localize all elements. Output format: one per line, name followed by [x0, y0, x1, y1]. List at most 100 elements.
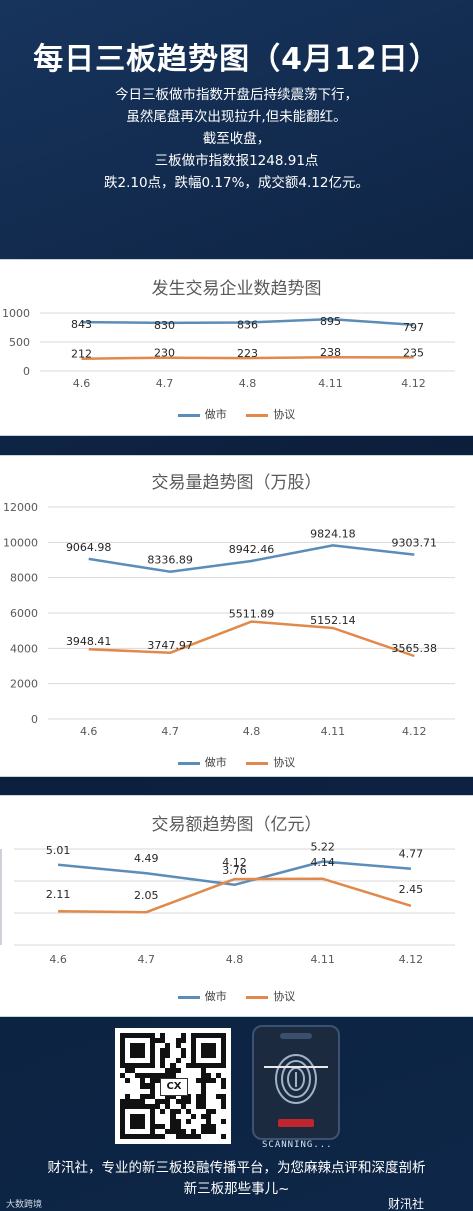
x-tick-label: 4.6 [49, 953, 67, 966]
qr-module [185, 1063, 191, 1069]
qr-module [140, 1123, 146, 1129]
qr-module [120, 1113, 126, 1119]
qr-module [200, 1073, 206, 1079]
qr-module [125, 1108, 131, 1114]
qr-module [155, 1093, 161, 1099]
qr-module [190, 1078, 196, 1084]
qr-module [160, 1118, 166, 1124]
qr-module [150, 1063, 156, 1069]
legend-item: 做市 [177, 988, 227, 1004]
qr-module [180, 1048, 186, 1054]
qr-module [190, 1073, 196, 1079]
qr-module [170, 1053, 176, 1059]
qr-module [155, 1068, 161, 1074]
qr-module [145, 1133, 151, 1139]
qr-code[interactable]: CX [115, 1028, 231, 1144]
qr-module [125, 1083, 131, 1089]
qr-module [145, 1068, 151, 1074]
qr-module [175, 1093, 181, 1099]
summary-line: 截至收盘， [202, 131, 271, 147]
qr-module [165, 1068, 171, 1074]
qr-module [200, 1048, 206, 1054]
qr-module [205, 1053, 211, 1059]
qr-module [150, 1038, 156, 1044]
qr-module [205, 1033, 211, 1039]
qr-module [135, 1103, 141, 1109]
y-tick-label: 0 [31, 713, 38, 726]
qr-module [130, 1118, 136, 1124]
qr-module [165, 1113, 171, 1119]
qr-module [210, 1118, 216, 1124]
qr-module [205, 1043, 211, 1049]
qr-module [215, 1088, 221, 1094]
qr-module [120, 1123, 126, 1129]
qr-module [215, 1118, 221, 1124]
y-tick-label: 1000 [2, 307, 30, 320]
qr-module [120, 1048, 126, 1054]
qr-module [170, 1048, 176, 1054]
data-label: 5152.14 [310, 614, 356, 627]
qr-module [205, 1048, 211, 1054]
chart-companies-svg: 1000 500 0 4.6 4.7 4.8 4.11 4.12 843 830 836 895 797… [2, 307, 455, 390]
legend-swatch [246, 761, 269, 765]
qr-module [120, 1063, 126, 1069]
qr-module [220, 1053, 226, 1059]
qr-module [125, 1078, 131, 1084]
qr-module [220, 1128, 226, 1134]
qr-module [190, 1088, 196, 1094]
series-line-agreement [88, 620, 415, 658]
data-label: 843 [71, 318, 92, 331]
qr-module [135, 1133, 141, 1139]
qr-module [165, 1053, 171, 1059]
qr-module [125, 1043, 131, 1049]
qr-module [150, 1033, 156, 1039]
qr-module [160, 1063, 166, 1069]
qr-module [150, 1078, 156, 1084]
data-label: 4.49 [134, 852, 159, 865]
qr-module [215, 1113, 221, 1119]
qr-module [120, 1083, 126, 1089]
qr-module [195, 1043, 201, 1049]
data-label: 5.01 [46, 844, 71, 857]
qr-module [210, 1128, 216, 1134]
qr-module [180, 1068, 186, 1074]
qr-module [130, 1038, 136, 1044]
qr-module [180, 1063, 186, 1069]
y-tick-label: 2000 [10, 678, 38, 691]
qr-module [130, 1083, 136, 1089]
qr-module [165, 1048, 171, 1054]
legend-item: 协议 [246, 406, 295, 422]
qr-module [120, 1108, 126, 1114]
qr-module [220, 1063, 226, 1069]
qr-module [135, 1033, 141, 1039]
wechat-account-name: 财汛社 [388, 1197, 425, 1211]
qr-module [125, 1133, 131, 1139]
qr-module [125, 1113, 131, 1119]
qr-module [195, 1063, 201, 1069]
qr-module [205, 1058, 211, 1064]
qr-module [175, 1068, 181, 1074]
qr-module [145, 1063, 151, 1069]
qr-module [140, 1083, 146, 1089]
qr-module [135, 1078, 141, 1084]
scanning-label: SCANNING... [262, 1140, 333, 1150]
x-tick-label: 4.8 [243, 725, 261, 738]
qr-module [190, 1083, 196, 1089]
qr-logo: CX [160, 1078, 188, 1096]
data-label: 5511.89 [229, 608, 275, 621]
qr-module [145, 1113, 151, 1119]
market-summary: 今日三板做市指数开盘后持续震荡下行， 虽然尾盘再次出现拉升,但未能翻红。 截至收… [0, 84, 473, 194]
qr-module [120, 1103, 126, 1109]
qr-module [155, 1088, 161, 1094]
qr-module [215, 1093, 221, 1099]
qr-module [165, 1123, 171, 1129]
qr-module [130, 1033, 136, 1039]
qr-module [145, 1118, 151, 1124]
qr-module [150, 1048, 156, 1054]
qr-module [190, 1123, 196, 1129]
qr-module [210, 1098, 216, 1104]
qr-module [210, 1068, 216, 1074]
qr-module [150, 1093, 156, 1099]
qr-module [185, 1078, 191, 1084]
qr-module [200, 1078, 206, 1084]
